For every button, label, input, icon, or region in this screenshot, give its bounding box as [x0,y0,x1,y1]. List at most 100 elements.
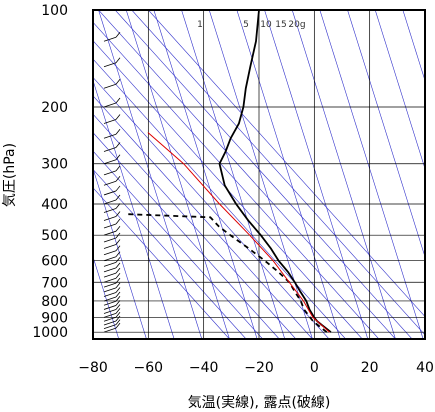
wind-barb [103,272,117,278]
mixing-ratio-label: 10 [260,20,272,30]
x-tick-label: 20 [361,360,379,376]
wind-barb-feather [115,319,121,325]
wind-barb-feather [115,176,121,182]
adiabat-line [347,10,425,258]
wind-barb-feather [115,245,121,251]
moist-adiabat-line [148,10,425,318]
wind-barb-feather [115,282,121,289]
wind-barb [103,83,117,89]
y-tick-label: 600 [41,254,68,270]
wind-barb-feather [116,1,120,6]
wind-barb-feather [115,296,121,302]
wind-barb-feather [115,154,121,160]
y-tick-label: 200 [41,100,68,116]
adiabat-line [291,10,396,339]
adiabat-line [153,10,258,339]
wind-barb-feather [115,239,121,245]
y-tick-label: 100 [41,3,68,19]
adiabat-line [93,167,147,339]
wind-barb [103,296,117,302]
sounding-series [125,10,332,333]
temperature-line [218,10,332,333]
wind-barb [103,309,117,314]
y-tick-label: 300 [41,157,68,173]
grid-lines [93,10,425,339]
wind-barb-feather [115,165,121,172]
wind-barb [103,159,117,165]
wind-barb-feather [115,312,121,318]
wind-barb-feather [115,194,121,201]
wind-barb [103,62,117,68]
adiabat-line [236,10,341,339]
wind-barb-feather [115,203,121,209]
wind-barb [103,102,117,108]
wind-barb [103,180,117,186]
wind-barb [103,119,117,124]
wind-barb-feather [115,218,121,225]
adiabat-line [125,10,230,339]
parcel-line [147,132,330,333]
wind-barb-feather [115,185,121,192]
y-tick-label: 1000 [32,325,68,341]
wind-barb-feather [115,267,121,274]
moist-adiabat-line [93,95,313,339]
moist-adiabat-line [93,40,363,339]
y-tick-label: 400 [41,197,68,213]
adiabat-line [93,79,175,339]
wind-barb [103,277,117,283]
wind-barb-feather [115,232,121,239]
wind-barb [103,313,117,318]
mixing-ratio-label: 5 [243,20,249,30]
adiabat-line [264,10,369,339]
x-tick-labels: −80 −60 −40 −20 0 20 40 [78,360,434,376]
dewpoint-line [125,213,328,333]
mixing-ratio-label: 15 [275,20,286,30]
x-tick-label: −40 [189,360,219,376]
wind-barb [103,320,117,326]
mixing-ratio-label: 20g [288,20,305,30]
y-tick-label: 500 [41,228,68,244]
wind-barb [103,244,117,249]
wind-barb-feather [115,31,121,38]
moist-adiabat-line [93,187,230,339]
wind-barb [103,316,117,322]
wind-barb-feather [115,97,121,104]
moist-adiabat-line [93,21,380,339]
wind-barb-feather [115,300,121,306]
moist-adiabat-line [98,10,396,339]
wind-barb [103,327,117,333]
y-tick-label: 900 [41,310,68,326]
wind-barbs [103,1,121,333]
moist-adiabat-line [93,132,280,339]
wind-barb [103,262,117,267]
wind-barb-feather [115,287,121,293]
x-tick-label: −20 [244,360,274,376]
wind-barb-feather [115,262,121,269]
wind-barb [103,208,117,213]
x-tick-label: −60 [134,360,164,376]
moist-adiabat-line [93,113,297,339]
adiabat-line [98,10,203,339]
wind-barb [103,292,117,297]
y-tick-label: 700 [41,275,68,291]
wind-barb-feather [115,291,121,298]
wind-barb-feather [115,277,121,284]
adiabat-line [374,10,425,170]
adiabat-line [181,10,286,339]
wind-barb-feather [115,251,121,257]
wind-barb-feather [115,322,121,329]
x-axis-label: 気温(実線), 露点(破線) [188,395,331,411]
adiabat-line [93,255,120,339]
wind-barb [103,324,117,330]
wind-barb-feather [115,128,121,135]
wind-barb-feather [115,308,121,314]
mixing-ratio-labels: 1 5 10 15 20g [197,20,305,30]
wind-barb [103,133,117,139]
wind-barb-feather [115,257,121,263]
wind-barb-feather [115,315,121,322]
moist-adiabat-line [131,10,425,336]
adiabat-line [402,10,425,82]
wind-barb [103,216,117,221]
